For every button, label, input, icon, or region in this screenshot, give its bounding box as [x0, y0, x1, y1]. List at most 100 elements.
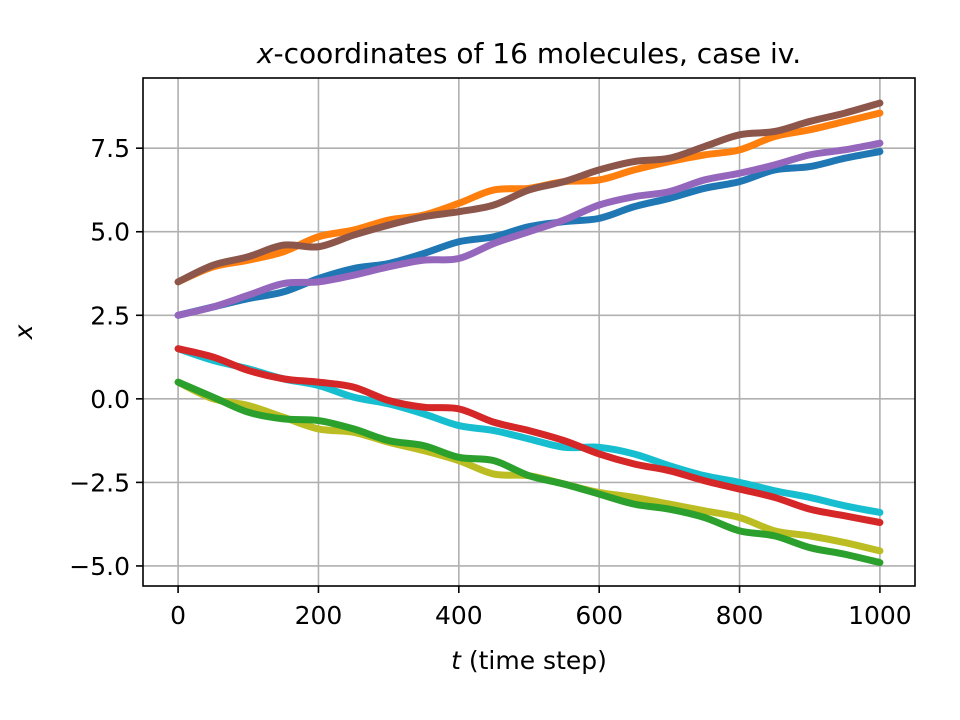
series-point [774, 496, 776, 498]
series-point [844, 149, 846, 151]
series-point [388, 224, 390, 226]
series-point [528, 226, 530, 228]
series-point [739, 134, 741, 136]
series-point [353, 268, 355, 269]
series-point [353, 396, 355, 398]
series-point [282, 291, 284, 293]
series-point [493, 242, 495, 244]
series-point [633, 196, 635, 198]
series-4 [174, 99, 884, 286]
series-point [317, 281, 319, 283]
series-point [633, 206, 635, 208]
series-point [317, 236, 319, 238]
series-point [317, 381, 319, 383]
series-point [423, 445, 425, 447]
series-point [528, 430, 530, 432]
series-point [739, 481, 741, 483]
series-point [212, 306, 214, 308]
series-point [493, 236, 495, 238]
series-point [598, 217, 600, 219]
series-point [493, 204, 495, 206]
series-point [388, 440, 390, 442]
series-point [633, 503, 635, 505]
series-point [809, 496, 811, 498]
series-point [774, 169, 776, 171]
series-point [563, 446, 565, 448]
series-8 [174, 378, 884, 567]
series-point [879, 102, 881, 104]
series-2 [174, 109, 884, 286]
series-point [317, 428, 319, 430]
series-point [598, 204, 600, 206]
plot-frame [142, 77, 916, 587]
series-point [598, 493, 600, 495]
series-point [458, 257, 460, 259]
x-tick-label: 200 [295, 601, 343, 630]
chart-title-text: -coordinates of 16 molecules, case iv. [273, 37, 801, 70]
series-6 [174, 345, 884, 526]
series-point [739, 516, 741, 518]
series-point [879, 522, 881, 523]
series-point [598, 169, 600, 171]
series-point [598, 453, 600, 455]
series-point [809, 120, 811, 122]
series-point [633, 453, 635, 455]
series-point [458, 202, 460, 204]
series-point [282, 244, 284, 246]
series-point [528, 189, 530, 191]
y-tick-label: 5.0 [90, 218, 130, 247]
y-axis-ticks: −5.0 −2.5 0.0 2.5 5.0 7.5 [69, 134, 143, 581]
chart-title-variable: x [256, 37, 274, 70]
series-point [809, 154, 811, 156]
series-point [388, 400, 390, 402]
series-point [739, 149, 741, 151]
y-tick-label: 7.5 [90, 134, 130, 163]
series-point [423, 450, 425, 452]
series-point [247, 411, 249, 413]
series-point [247, 256, 249, 258]
y-tick-label: −2.5 [69, 468, 130, 497]
series-point [458, 408, 460, 410]
series-point [353, 274, 355, 276]
grid-lines [143, 78, 915, 586]
series-7 [174, 378, 884, 555]
series-point [703, 179, 705, 181]
series-point [703, 154, 705, 156]
series-point [493, 460, 495, 462]
series-point [177, 381, 179, 383]
x-axis-label-text: (time step) [461, 646, 607, 675]
series-point [879, 511, 881, 513]
series-point [739, 530, 741, 532]
series-point [739, 488, 741, 490]
series-point [703, 475, 705, 477]
series-point [212, 356, 214, 358]
series-point [317, 246, 319, 248]
series-point [282, 251, 284, 253]
series-point [317, 420, 319, 422]
series-point [563, 483, 565, 485]
series-point [809, 129, 811, 131]
x-tick-label: 1000 [848, 601, 912, 630]
series-point [879, 562, 881, 564]
series-point [563, 440, 565, 442]
series-point [844, 553, 846, 555]
series-point [774, 130, 776, 132]
series-point [809, 508, 811, 510]
series-point [528, 438, 530, 440]
series-point [563, 181, 565, 183]
y-tick-label: 2.5 [90, 301, 130, 330]
series-point [633, 169, 635, 171]
series-point [282, 378, 284, 380]
y-axis-label: x [9, 324, 38, 340]
series-point [774, 490, 776, 492]
series-point [809, 535, 811, 537]
x-tick-label: 400 [435, 601, 483, 630]
x-axis-ticks: 0 200 400 600 800 1000 [170, 586, 912, 630]
series-point [633, 463, 635, 465]
series-point [247, 369, 249, 371]
series-point [493, 421, 495, 423]
series-point [177, 348, 179, 350]
y-tick-label: 0.0 [90, 385, 130, 414]
series-point [844, 157, 846, 159]
